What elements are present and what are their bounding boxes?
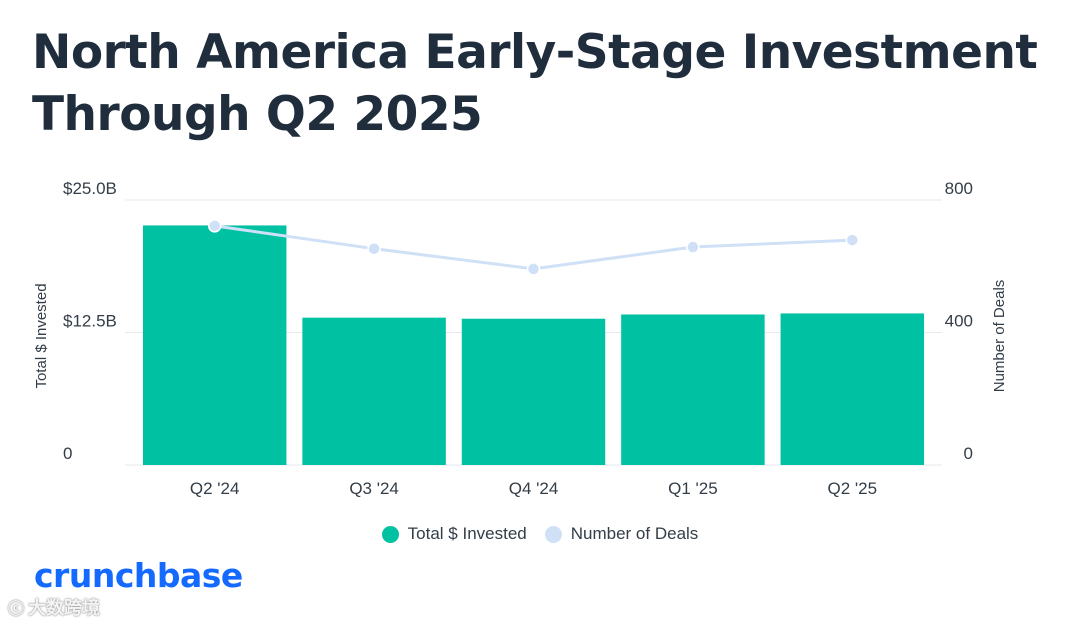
y-tick-left-2: $25.0B (63, 179, 117, 198)
legend-swatch-line (544, 525, 562, 543)
legend-swatch-bar (381, 525, 399, 543)
deals-point-3 (686, 240, 700, 254)
chart-title-line-1: North America Early-Stage Investment (32, 25, 1038, 80)
chart-title-line-2: Through Q2 2025 (32, 87, 483, 142)
legend-label-number-of-deals: Number of Deals (570, 524, 699, 543)
bar-0 (142, 225, 287, 465)
y-tick-right-1: 400 (945, 312, 973, 331)
deals-point-4 (845, 233, 860, 247)
chart-legend: Total $ Invested Number of Deals (0, 524, 1080, 544)
bar-4 (780, 313, 925, 465)
x-tick-4: Q2 '25 (828, 479, 878, 498)
deals-point-1 (367, 241, 381, 256)
bar-series (142, 225, 925, 465)
y-tick-left-1: $12.5B (63, 312, 117, 331)
legend-item-total-invested[interactable]: Total $ Invested (381, 524, 527, 544)
watermark: ⓒ 大数跨境 (8, 594, 100, 620)
watermark-text: 大数跨境 (28, 598, 101, 619)
legend-item-number-of-deals[interactable]: Number of Deals (544, 524, 699, 544)
bar-3 (621, 314, 765, 465)
legend-label-total-invested: Total $ Invested (407, 524, 527, 543)
y-tick-left-0: 0 (63, 444, 72, 463)
x-tick-1: Q3 '24 (349, 479, 399, 498)
watermark-logo-icon: ⓒ (8, 599, 25, 618)
chart-title: North America Early-Stage Investment Thr… (32, 22, 1038, 146)
deals-point-0 (207, 219, 222, 233)
axis-ticks: 0 $12.5B $25.0B 0 400 800 Q2 '24 Q3 '24 Q4 '24 Q1… (63, 179, 973, 498)
deals-point-2 (526, 262, 541, 276)
y-tick-right-0: 0 (964, 444, 973, 463)
crunchbase-logo: crunchbase (34, 556, 243, 595)
bar-2 (461, 318, 606, 465)
y-axis-title-right: Number of Deals (991, 280, 1008, 393)
line-series (207, 219, 860, 276)
x-tick-0: Q2 '24 (190, 479, 240, 498)
y-tick-right-2: 800 (945, 179, 973, 198)
bar-1 (302, 317, 446, 465)
y-axis-title-left: Total $ Invested (33, 283, 50, 388)
x-tick-2: Q4 '24 (509, 479, 559, 498)
x-tick-3: Q1 '25 (668, 479, 718, 498)
